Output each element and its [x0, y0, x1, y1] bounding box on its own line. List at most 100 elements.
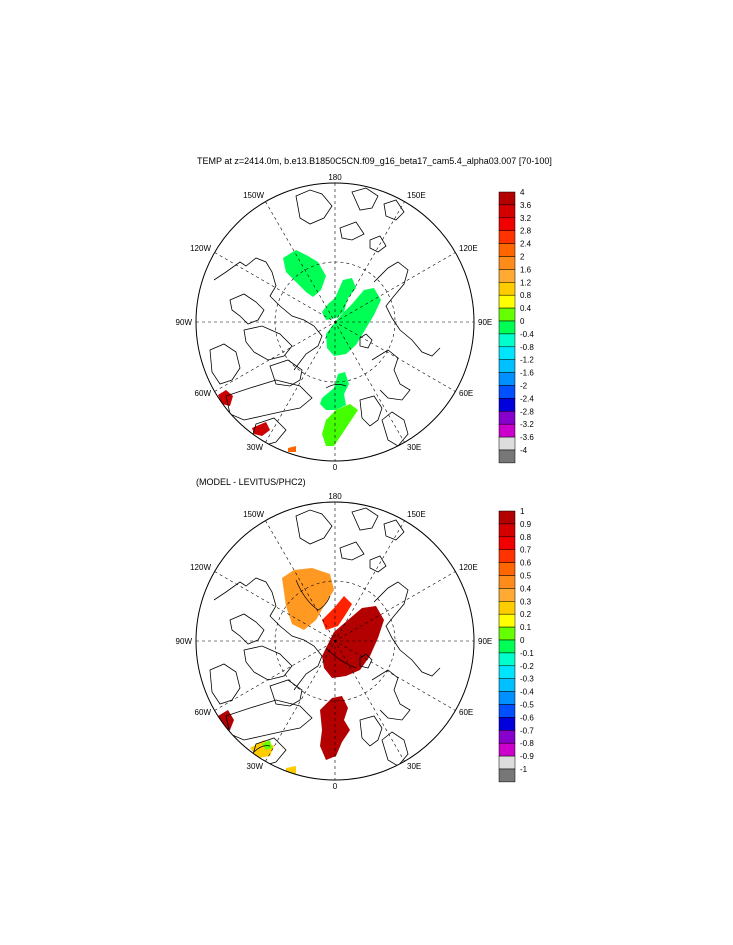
top-colorbar-box [498, 372, 516, 386]
bottom-colorbar-box [498, 665, 516, 679]
top-colorbar-label: -2.8 [520, 407, 534, 416]
top-lon-150w: 150W [243, 191, 264, 200]
bottom-lon-150w: 150W [243, 510, 264, 519]
top-lon-90e: 90E [478, 318, 492, 327]
top-graticule [196, 183, 474, 461]
bottom-colorbar-label: 0.3 [520, 597, 532, 606]
top-colorbar-box [498, 217, 516, 231]
bottom-lon-120e: 120E [459, 563, 478, 572]
top-lon-150e: 150E [407, 191, 426, 200]
bottom-field-baffin-2 [262, 740, 272, 750]
top-panel-title: TEMP at z=2414.0m, b.e13.B1850C5CN.f09_g… [197, 156, 552, 166]
bottom-graticule [196, 502, 474, 780]
bottom-colorbar-box [498, 691, 516, 705]
top-field-lomonosov [322, 278, 356, 320]
top-colorbar-box [498, 294, 516, 309]
top-colorbar-box [498, 269, 516, 283]
bottom-colorbar-box [498, 613, 516, 628]
bottom-colorbar-box [498, 626, 516, 641]
bottom-colorbar-box [498, 704, 516, 718]
top-colorbar-label: 1.6 [520, 265, 532, 274]
top-colorbar-label: -2 [520, 382, 528, 391]
top-colorbar-box [498, 411, 516, 425]
bottom-colorbar-box [498, 601, 516, 615]
bottom-field-ridge [322, 596, 352, 630]
bottom-colorbar-label: 0.8 [520, 533, 532, 542]
bottom-colorbar-label: 0.9 [520, 520, 532, 529]
bottom-colorbar-label: 0.4 [520, 584, 532, 593]
bottom-colorbar-box [498, 523, 516, 538]
top-colorbar-box [498, 204, 516, 219]
top-colorbar-box [498, 346, 516, 360]
top-lon-120e: 120E [459, 244, 478, 253]
bottom-colorbar-box [498, 536, 516, 550]
bottom-field-eurasian-basin [322, 606, 384, 678]
top-colorbar-label: 1.2 [520, 278, 532, 287]
top-colorbar-label: 2 [520, 253, 525, 262]
bottom-colorbar-label: 0 [520, 636, 525, 645]
top-lon-180: 180 [328, 173, 342, 182]
top-colorbar-box [498, 282, 516, 296]
bottom-colorbar-label: -0.7 [520, 726, 534, 735]
top-colorbar-box [498, 256, 516, 270]
bottom-colorbar-label: 0.2 [520, 610, 532, 619]
bottom-lon-0: 0 [333, 782, 338, 791]
top-lon-60w: 60W [195, 389, 212, 398]
bottom-lon-150e: 150E [407, 510, 426, 519]
top-lon-60e: 60E [459, 389, 473, 398]
bottom-colorbar-box [498, 730, 516, 744]
bottom-colorbar-box [498, 510, 516, 525]
top-colorbar-label: 3.6 [520, 201, 532, 210]
top-colorbar-box [498, 307, 516, 322]
bottom-contour-lines [253, 579, 357, 753]
top-field-fram-strait [320, 372, 349, 410]
bottom-colorbar-box [498, 742, 516, 757]
bottom-colorbar-label: -0.2 [520, 662, 534, 671]
top-colorbar-label: -0.4 [520, 330, 534, 339]
bottom-colorbar-box [498, 639, 516, 654]
bottom-lon-90w: 90W [176, 637, 193, 646]
bottom-lon-60e: 60E [459, 708, 473, 717]
top-colorbar-box [498, 398, 516, 412]
top-field-canada-basin [283, 250, 326, 297]
bottom-colorbar-label: -1 [520, 765, 528, 774]
bottom-colorbar-box [498, 717, 516, 731]
bottom-lon-30w: 30W [247, 762, 264, 771]
top-colorbar-label: 2.4 [520, 240, 532, 249]
bottom-colorbar-box [498, 755, 516, 770]
top-colorbar-label: -2.4 [520, 394, 534, 403]
bottom-lon-120w: 120W [190, 563, 211, 572]
top-colorbar-box [498, 243, 516, 257]
top-colorbar-label: 0 [520, 317, 525, 326]
top-map-border [195, 182, 475, 462]
bottom-colorbar-label: 1 [520, 507, 525, 516]
top-lon-0: 0 [333, 463, 338, 472]
bottom-colorbar-label: 0.1 [520, 623, 532, 632]
top-colorbar-box [498, 359, 516, 373]
bottom-colorbar-label: -0.4 [520, 688, 534, 697]
top-colorbar-label: 2.8 [520, 227, 532, 236]
top-colorbar-label: -3.2 [520, 420, 534, 429]
top-colorbar-box [498, 449, 516, 464]
bottom-colorbar-label: 0.6 [520, 559, 532, 568]
bottom-colorbar: 1 0.9 0.8 0.7 0.6 0.5 0.4 0.3 0.2 0.1 0 -0.1 -0.2 -0.… [498, 507, 534, 783]
top-lon-30w: 30W [247, 443, 264, 452]
bottom-colorbar-label: -0.5 [520, 701, 534, 710]
bottom-colorbar-label: -0.6 [520, 713, 534, 722]
top-colorbar: 4 3.6 3.2 2.8 2.4 2 1.6 1.2 0.8 0.4 0 -0.4 -0.8 -1.2 -… [498, 188, 534, 464]
top-polar-map: 180 0 90W 90E 150W 120W 60W 30W 150E 120… [176, 173, 493, 472]
bottom-colorbar-label: -0.8 [520, 739, 534, 748]
top-colorbar-label: -3.6 [520, 433, 534, 442]
top-colorbar-label: -0.8 [520, 343, 534, 352]
bottom-colorbar-label: -0.1 [520, 649, 534, 658]
top-colorbar-box [498, 320, 516, 335]
bottom-field-canada-basin [282, 568, 334, 630]
bottom-colorbar-label: -0.9 [520, 752, 534, 761]
bottom-colorbar-label: -0.3 [520, 675, 534, 684]
bottom-lon-30e: 30E [407, 762, 421, 771]
top-field-nordic-seas [322, 404, 358, 446]
top-lon-120w: 120W [190, 244, 211, 253]
bottom-panel-title: (MODEL - LEVITUS/PHC2) [196, 477, 306, 487]
top-lon-30e: 30E [407, 443, 421, 452]
